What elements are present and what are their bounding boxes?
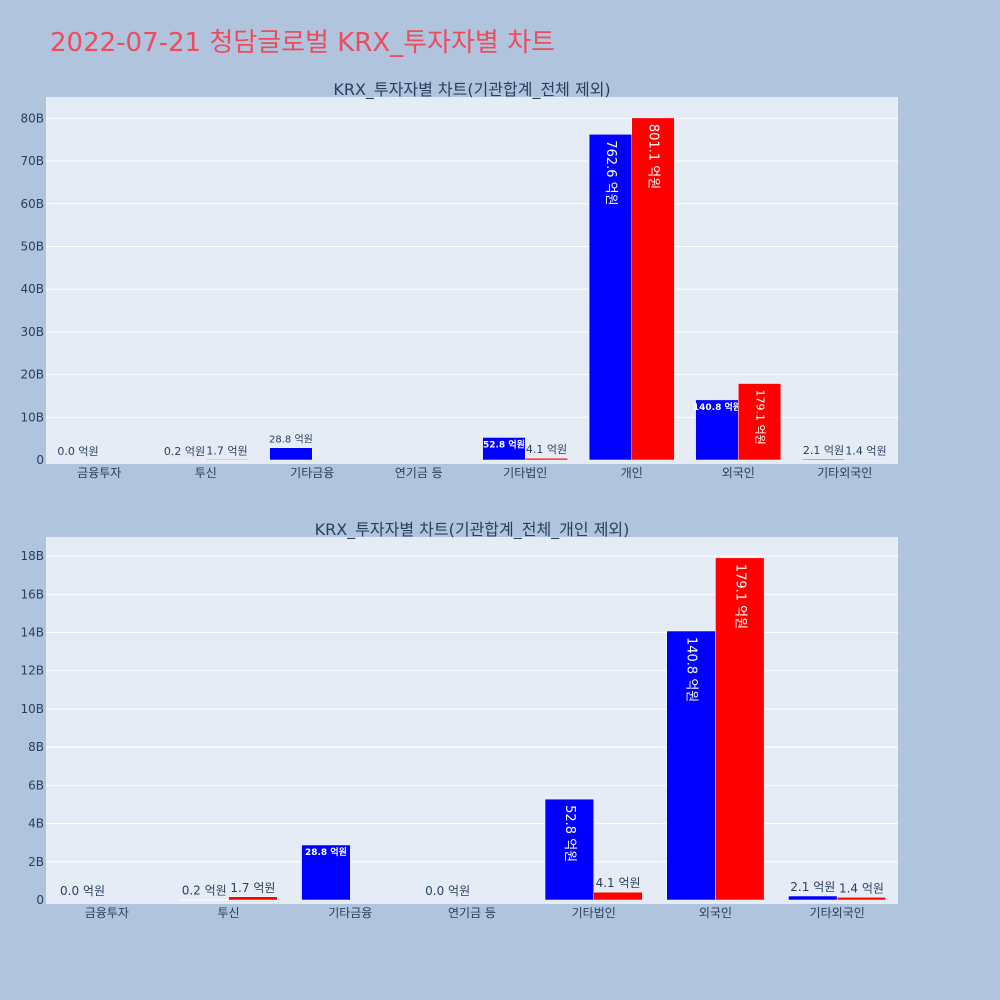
data-label: 140.8 억원 xyxy=(693,401,741,413)
y-tick-label: 30B xyxy=(20,325,44,339)
data-label: 179.1 억원 xyxy=(754,390,767,445)
y-tick-label: 0 xyxy=(36,453,44,467)
data-label: 1.7 억원 xyxy=(206,444,247,457)
data-label: 2.1 억원 xyxy=(803,444,844,457)
y-tick-label: 10B xyxy=(20,702,44,716)
data-label: 762.6 억원 xyxy=(603,140,618,205)
data-label: 28.8 억원 xyxy=(305,846,347,858)
x-tick-label: 기타금융 xyxy=(328,906,372,920)
bar xyxy=(836,897,887,901)
x-tick-label: 금융투자 xyxy=(77,466,121,480)
y-tick-label: 12B xyxy=(20,664,44,678)
bar xyxy=(715,557,765,901)
x-tick-label: 기타외국인 xyxy=(810,906,865,920)
x-tick-label: 기타법인 xyxy=(503,466,547,480)
bar xyxy=(801,458,846,461)
chart-title-1: KRX_투자자별 차트(기관합계_전체 제외) xyxy=(333,80,610,100)
x-tick-label: 투신 xyxy=(218,906,240,920)
bar xyxy=(695,399,739,461)
bar xyxy=(544,798,594,901)
y-tick-label: 6B xyxy=(28,778,44,792)
data-label: 140.8 억원 xyxy=(684,637,699,702)
x-tick-label: 연기금 등 xyxy=(395,466,443,480)
y-tick-label: 0 xyxy=(36,893,44,907)
bar xyxy=(666,630,716,901)
y-tick-label: 20B xyxy=(20,368,44,382)
bar xyxy=(788,895,838,901)
x-tick-label: 금융투자 xyxy=(85,906,129,920)
x-tick-label: 외국인 xyxy=(722,466,755,480)
bar xyxy=(301,844,351,901)
x-tick-label: 투신 xyxy=(195,466,217,480)
page-title: 2022-07-21 청담글로벌 KRX_투자자별 차트 xyxy=(50,28,555,58)
y-tick-label: 80B xyxy=(20,111,44,125)
chart-title-2: KRX_투자자별 차트(기관합계_전체_개인 제외) xyxy=(315,520,630,540)
y-tick-label: 70B xyxy=(20,154,44,168)
bar xyxy=(482,437,526,461)
data-label: 1.7 억원 xyxy=(230,881,275,895)
data-label: 179.1 억원 xyxy=(732,564,747,629)
data-label: 0.2 억원 xyxy=(182,884,227,898)
plot-area-2 xyxy=(46,537,898,904)
bar xyxy=(588,134,633,461)
data-label: 0.0 억원 xyxy=(57,445,98,458)
x-tick-label: 기타금융 xyxy=(290,466,334,480)
y-tick-label: 14B xyxy=(20,626,44,640)
bar xyxy=(205,459,249,461)
y-tick-label: 50B xyxy=(20,239,44,253)
y-tick-label: 60B xyxy=(20,197,44,211)
data-label: 52.8 억원 xyxy=(562,805,577,862)
y-tick-label: 16B xyxy=(20,587,44,601)
y-tick-label: 40B xyxy=(20,282,44,296)
bar xyxy=(844,459,888,461)
y-tick-label: 8B xyxy=(28,740,44,754)
y-tick-label: 10B xyxy=(20,410,44,424)
x-tick-label: 연기금 등 xyxy=(448,906,496,920)
x-tick-label: 기타외국인 xyxy=(817,466,872,480)
y-tick-label: 4B xyxy=(28,817,44,831)
x-tick-label: 개인 xyxy=(621,466,643,480)
data-label: 2.1 억원 xyxy=(790,880,835,894)
bar xyxy=(228,896,278,901)
bar xyxy=(525,457,569,461)
bar xyxy=(593,891,643,901)
data-label: 0.2 억원 xyxy=(164,445,205,458)
y-tick-label: 18B xyxy=(20,549,44,563)
data-label: 801.1 억원 xyxy=(646,124,661,189)
y-tick-label: 2B xyxy=(28,855,44,869)
data-label: 28.8 억원 xyxy=(269,434,313,446)
data-label: 0.0 억원 xyxy=(425,884,470,898)
x-tick-label: 외국인 xyxy=(699,906,732,920)
data-label: 4.1 억원 xyxy=(526,443,567,456)
data-label: 1.4 억원 xyxy=(839,881,884,895)
x-tick-label: 기타법인 xyxy=(572,906,616,920)
data-label: 4.1 억원 xyxy=(596,876,641,890)
bar xyxy=(269,447,313,461)
data-label: 0.0 억원 xyxy=(60,884,105,898)
bar xyxy=(738,383,782,461)
bar xyxy=(631,117,675,461)
data-label: 1.4 억원 xyxy=(845,444,886,457)
data-label: 52.8 억원 xyxy=(483,438,525,450)
